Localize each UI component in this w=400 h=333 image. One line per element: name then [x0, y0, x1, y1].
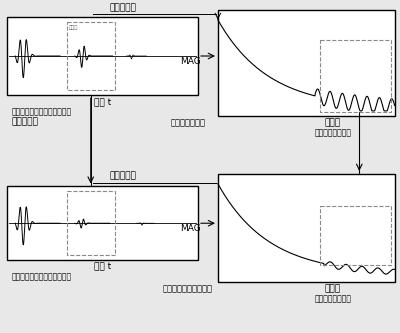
Text: 周波数: 周波数 [325, 119, 341, 128]
Text: インパルス応答　時系列波形: インパルス応答 時系列波形 [11, 108, 72, 117]
Text: 周波数: 周波数 [325, 284, 341, 293]
Text: MAG: MAG [180, 224, 200, 233]
Bar [7, 186, 198, 260]
Bar [7, 17, 198, 95]
Text: MAG: MAG [180, 57, 200, 66]
Bar [320, 206, 391, 265]
Text: パワースペクトル: パワースペクトル [314, 294, 351, 303]
Text: 時間 t: 時間 t [94, 263, 111, 272]
Text: アクリル板素面: アクリル板素面 [170, 119, 206, 128]
Bar [218, 10, 395, 116]
Text: パワースペクトル: パワースペクトル [314, 129, 351, 138]
Text: 反射音分離: 反射音分離 [110, 3, 136, 12]
Bar [67, 191, 114, 255]
Text: 振幅の減衰: 振幅の減衰 [11, 118, 38, 127]
Text: アクリルの表面処理後: アクリルの表面処理後 [163, 284, 213, 293]
Text: インパルス応答　時系列波形: インパルス応答 時系列波形 [11, 273, 72, 282]
Text: 時間 t: 時間 t [94, 98, 111, 107]
Bar [218, 174, 395, 282]
Bar [67, 22, 114, 90]
Bar [320, 40, 391, 112]
Text: 反射音: 反射音 [69, 25, 78, 30]
Text: 反射音分離: 反射音分離 [110, 171, 136, 180]
